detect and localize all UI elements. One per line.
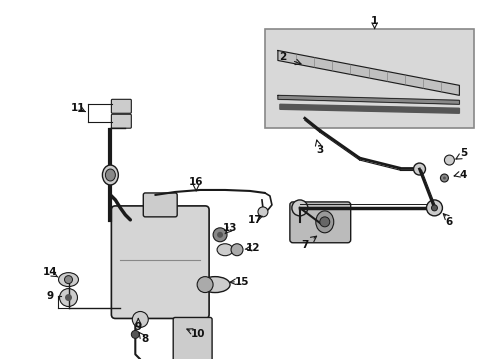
Text: 17: 17 [247,215,262,225]
Circle shape [131,330,139,338]
Text: 16: 16 [188,177,203,187]
Circle shape [413,163,425,175]
Text: 11: 11 [71,103,85,113]
Circle shape [197,276,213,293]
Text: 9: 9 [47,291,54,301]
Ellipse shape [217,244,233,256]
Text: 15: 15 [234,276,249,287]
Text: 14: 14 [43,267,58,276]
Circle shape [444,155,453,165]
Circle shape [132,311,148,328]
Ellipse shape [105,169,115,181]
FancyBboxPatch shape [111,99,131,113]
FancyBboxPatch shape [111,114,131,128]
Text: 6: 6 [445,217,452,227]
FancyBboxPatch shape [111,206,209,319]
Text: 4: 4 [459,170,466,180]
Circle shape [258,207,267,217]
Text: 3: 3 [316,145,323,155]
Text: 12: 12 [245,243,260,253]
Text: 2: 2 [279,53,286,63]
Text: 8: 8 [142,334,149,345]
Polygon shape [279,104,458,113]
Circle shape [426,200,442,216]
Text: 10: 10 [190,329,205,339]
Ellipse shape [102,165,118,185]
Ellipse shape [315,211,333,233]
Text: 1: 1 [370,15,378,26]
FancyBboxPatch shape [289,202,350,243]
Text: 7: 7 [301,240,308,250]
Circle shape [442,176,445,180]
Text: 13: 13 [223,223,237,233]
Circle shape [440,174,447,182]
Bar [264,28,473,128]
Text: 5: 5 [459,148,466,158]
Circle shape [217,232,223,238]
Circle shape [291,200,307,216]
Ellipse shape [59,273,78,287]
Circle shape [64,276,72,284]
Ellipse shape [200,276,229,293]
Polygon shape [277,50,458,95]
Circle shape [65,294,72,301]
Circle shape [213,228,226,242]
Circle shape [319,217,329,227]
Circle shape [230,244,243,256]
Circle shape [60,289,77,306]
Circle shape [430,205,437,211]
FancyBboxPatch shape [143,193,177,217]
FancyBboxPatch shape [173,318,212,360]
Polygon shape [277,95,458,104]
Text: 9: 9 [135,323,142,332]
